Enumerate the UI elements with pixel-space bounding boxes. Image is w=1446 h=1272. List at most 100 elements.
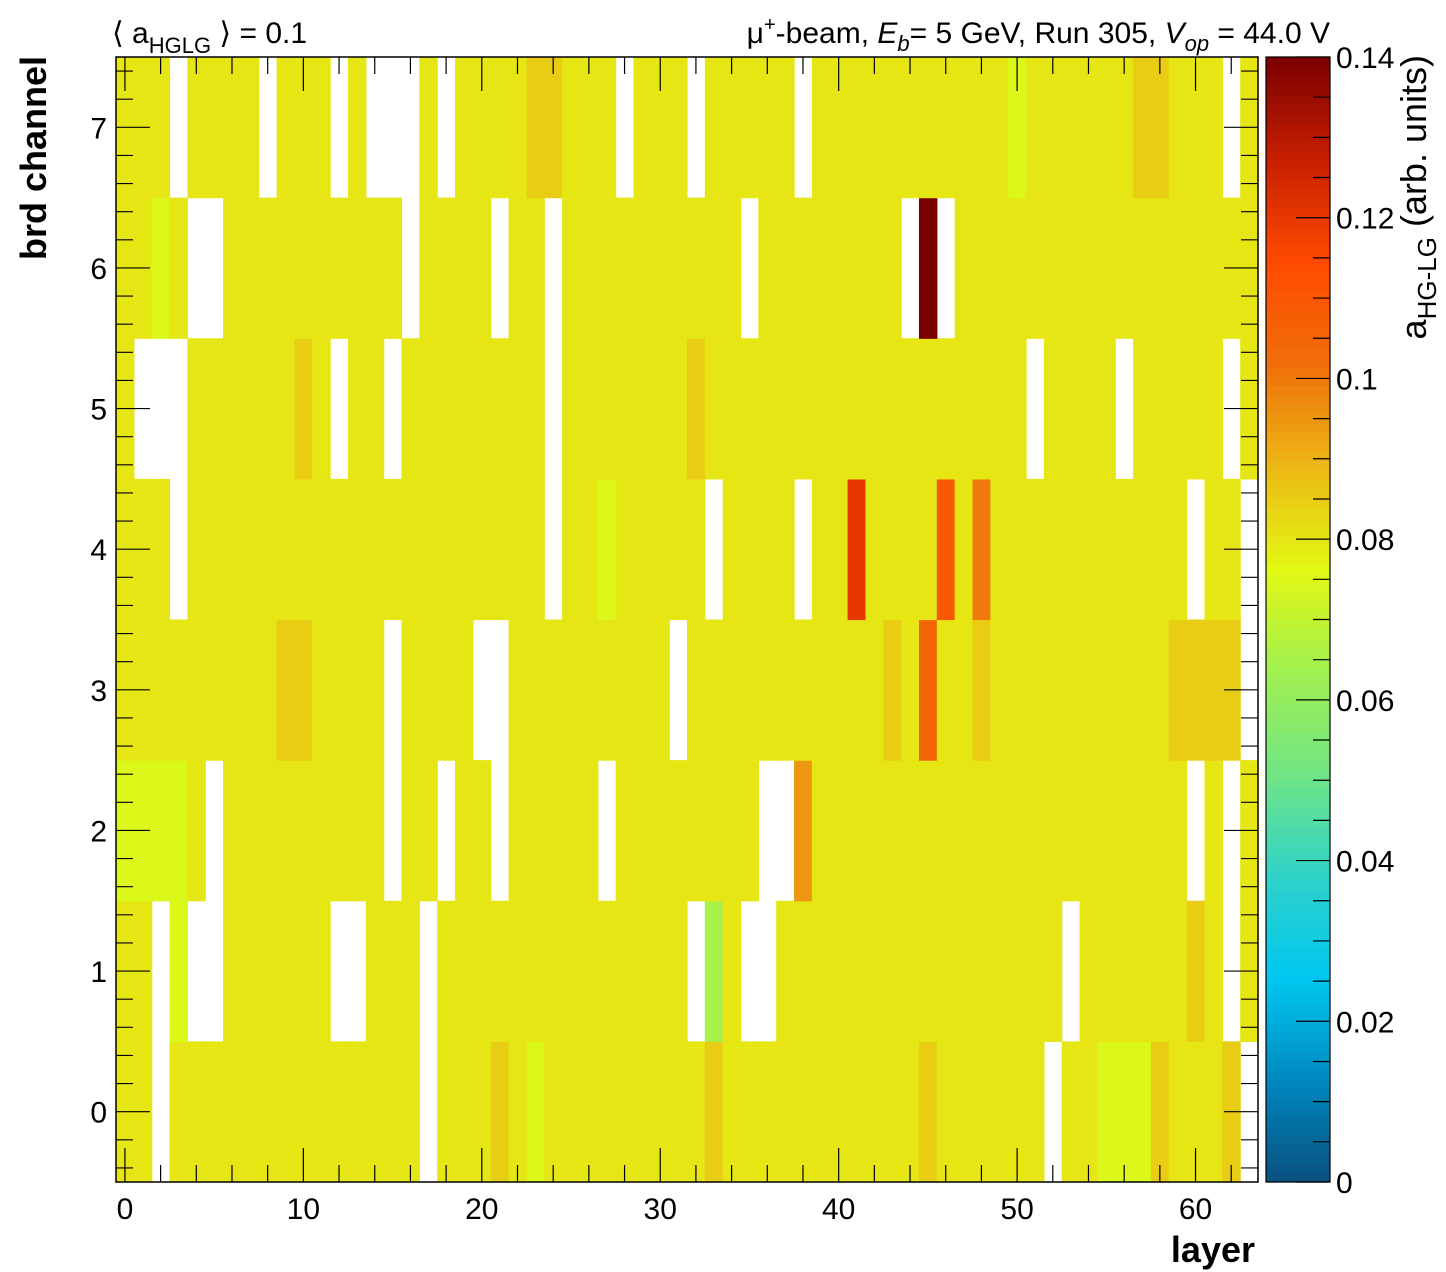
heatmap-cell-layer40-ch3 bbox=[829, 619, 849, 761]
colorbar-segment bbox=[1266, 310, 1330, 321]
heatmap-cell-layer53-ch2 bbox=[1061, 760, 1081, 902]
heatmap-cell-layer58-ch4 bbox=[1150, 478, 1170, 621]
heatmap-cell-layer12-ch3 bbox=[330, 619, 349, 761]
colorbar-segment bbox=[1266, 863, 1330, 874]
heatmap-cell-layer28-ch1 bbox=[615, 900, 635, 1042]
colorbar-segment bbox=[1266, 103, 1330, 114]
heatmap-cell-layer22-ch3 bbox=[508, 619, 527, 761]
colorbar-segment bbox=[1266, 666, 1330, 677]
heatmap-cell-layer61-ch7 bbox=[1204, 57, 1223, 199]
heatmap-cell-layer33-ch7 bbox=[704, 57, 724, 199]
heatmap-cell-layer20-ch2 bbox=[472, 760, 492, 902]
colorbar-axis-title: aHG-LG (arb. units) bbox=[1393, 55, 1442, 339]
heatmap-cell-layer21-ch1 bbox=[490, 900, 510, 1042]
colorbar-segment bbox=[1266, 1003, 1330, 1014]
heatmap-cell-layer4-ch4 bbox=[187, 478, 206, 621]
colorbar-segment bbox=[1266, 291, 1330, 302]
heatmap-cell-layer9-ch3 bbox=[276, 619, 296, 761]
colorbar-segment bbox=[1266, 657, 1330, 667]
colorbar-tick-label: 0 bbox=[1336, 1167, 1353, 1200]
colorbar-segment bbox=[1266, 835, 1330, 846]
heatmap-cell-layer7-ch0 bbox=[240, 1041, 260, 1183]
heatmap-cell-layer41-ch7 bbox=[847, 57, 867, 199]
heatmap-cell-layer10-ch5 bbox=[294, 338, 313, 480]
heatmap-cell-layer20-ch5 bbox=[472, 338, 492, 480]
heatmap-cell-layer31-ch0 bbox=[669, 1041, 688, 1183]
heatmap-cell-layer3-ch1 bbox=[169, 900, 188, 1042]
colorbar-segment bbox=[1266, 713, 1330, 724]
heatmap-cell-layer36-ch3 bbox=[758, 619, 777, 761]
colorbar-segment bbox=[1266, 188, 1330, 199]
heatmap-cell-layer7-ch1 bbox=[240, 900, 260, 1042]
colorbar-segment bbox=[1266, 1060, 1330, 1071]
heatmap-cell-layer20-ch1 bbox=[472, 900, 492, 1042]
heatmap-cell-layer15-ch6 bbox=[383, 197, 403, 339]
text-part: = 5 GeV, Run 305, bbox=[910, 17, 1165, 50]
colorbar-segment bbox=[1266, 450, 1330, 461]
heatmap-cell-layer37-ch6 bbox=[776, 197, 795, 339]
heatmap-cell-layer8-ch6 bbox=[258, 197, 278, 339]
colorbar-segment bbox=[1266, 703, 1330, 714]
heatmap-cell-layer20-ch7 bbox=[472, 57, 492, 199]
heatmap-cell-layer7-ch7 bbox=[240, 57, 260, 199]
heatmap-cell-layer39-ch7 bbox=[811, 57, 831, 199]
y-tick-label: 7 bbox=[90, 112, 107, 145]
y-tick-label: 5 bbox=[90, 394, 107, 427]
heatmap-cell-layer3-ch2 bbox=[169, 760, 188, 902]
heatmap-cell-layer44-ch0 bbox=[901, 1041, 920, 1183]
heatmap-cell-layer6-ch3 bbox=[223, 619, 242, 761]
heatmap-cell-layer25-ch6 bbox=[562, 197, 581, 339]
heatmap-cell-layer8-ch4 bbox=[258, 478, 278, 621]
heatmap-cell-layer27-ch3 bbox=[597, 619, 617, 761]
heatmap-cell-layer54-ch3 bbox=[1079, 619, 1098, 761]
heatmap-cell-layer24-ch2 bbox=[544, 760, 563, 902]
colorbar-segment bbox=[1266, 1050, 1330, 1061]
heatmap-cell-layer26-ch2 bbox=[579, 760, 599, 902]
heatmap-cell-layer21-ch4 bbox=[490, 478, 510, 621]
heatmap-cell-layer17-ch7 bbox=[419, 57, 438, 199]
heatmap-cell-layer47-ch4 bbox=[954, 478, 974, 621]
heatmap-cell-layer45-ch2 bbox=[918, 760, 938, 902]
colorbar-tick-label: 0.08 bbox=[1336, 524, 1394, 557]
heatmap-cell-layer43-ch4 bbox=[883, 478, 902, 621]
colorbar-segment bbox=[1266, 235, 1330, 246]
heatmap-cell-layer34-ch6 bbox=[722, 197, 742, 339]
heatmap-cell-layer30-ch7 bbox=[651, 57, 670, 199]
heatmap-cell-layer30-ch4 bbox=[651, 478, 670, 621]
heatmap-cell-layer25-ch4 bbox=[562, 478, 581, 621]
heatmap-cell-layer50-ch6 bbox=[1008, 197, 1027, 339]
heatmap-cell-layer26-ch5 bbox=[579, 338, 599, 480]
heatmap-cell-layer34-ch4 bbox=[722, 478, 742, 621]
heatmap-cell-layer42-ch3 bbox=[865, 619, 884, 761]
x-tick-label: 60 bbox=[1179, 1193, 1212, 1226]
heatmap-cell-layer49-ch2 bbox=[990, 760, 1009, 902]
heatmap-cell-layer45-ch0 bbox=[918, 1041, 938, 1183]
colorbar-segment bbox=[1266, 66, 1330, 77]
heatmap-cell-layer54-ch7 bbox=[1079, 57, 1098, 199]
heatmap-cell-layer25-ch0 bbox=[562, 1041, 581, 1183]
colorbar-segment bbox=[1266, 769, 1330, 780]
heatmap-cell-layer23-ch3 bbox=[526, 619, 545, 761]
colorbar-segment bbox=[1266, 1097, 1330, 1108]
heatmap-cell-layer59-ch6 bbox=[1168, 197, 1188, 339]
heatmap-cell-layer50-ch1 bbox=[1008, 900, 1027, 1042]
colorbar-segment bbox=[1266, 113, 1330, 124]
colorbar-segment bbox=[1266, 1116, 1330, 1127]
heatmap-cell-layer9-ch0 bbox=[276, 1041, 296, 1183]
heatmap-cell-layer41-ch3 bbox=[847, 619, 867, 761]
heatmap-cell-layer34-ch0 bbox=[722, 1041, 742, 1183]
heatmap-cell-layer27-ch1 bbox=[597, 900, 617, 1042]
colorbar-segment bbox=[1266, 872, 1330, 883]
heatmap-cell-layer13-ch7 bbox=[347, 57, 367, 199]
heatmap-cell-layer24-ch3 bbox=[544, 619, 563, 761]
heatmap-cell-layer21-ch5 bbox=[490, 338, 510, 480]
heatmap-cell-layer46-ch0 bbox=[936, 1041, 956, 1183]
heatmap-cell-layer18-ch5 bbox=[437, 338, 456, 480]
heatmap-cell-layer2-ch7 bbox=[151, 57, 171, 199]
heatmap-cell-layer24-ch7 bbox=[544, 57, 563, 199]
heatmap-cell-layer57-ch6 bbox=[1133, 197, 1152, 339]
heatmap-cell-layer52-ch4 bbox=[1043, 478, 1063, 621]
heatmap-cell-layer53-ch3 bbox=[1061, 619, 1081, 761]
heatmap-cell-layer41-ch0 bbox=[847, 1041, 867, 1183]
heatmap-cell-layer38-ch3 bbox=[794, 619, 813, 761]
